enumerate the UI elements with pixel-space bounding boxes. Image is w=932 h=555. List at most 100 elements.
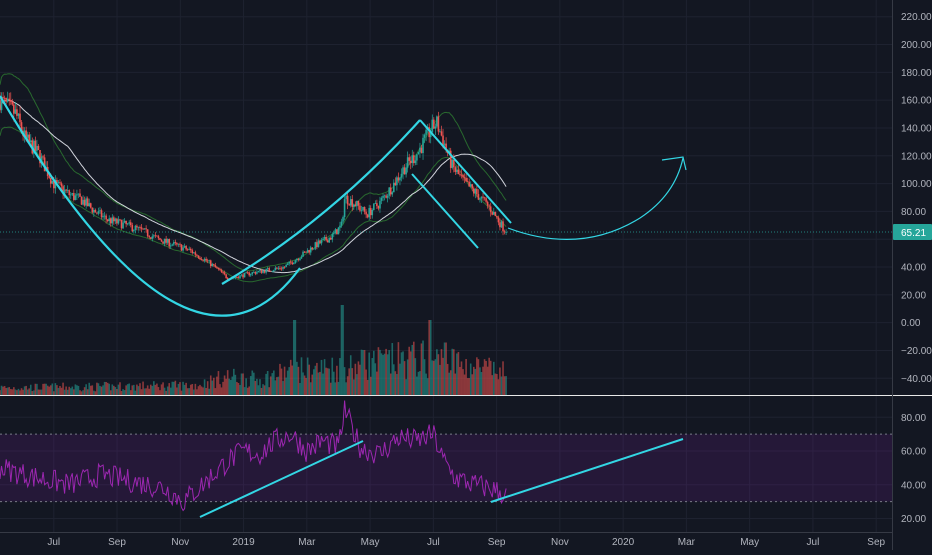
candle-body [431, 119, 434, 133]
volume-bar [143, 388, 146, 395]
candle-body [2, 96, 4, 98]
candle-body [149, 237, 152, 239]
projection-arrow-head[interactable] [661, 156, 687, 171]
volume-bar [91, 385, 94, 395]
candle-body [468, 181, 470, 187]
drawing-annotations[interactable] [0, 95, 687, 518]
volume-bar [223, 375, 226, 395]
candle-body [191, 250, 194, 254]
candles [0, 91, 507, 282]
volume-bar [103, 381, 106, 395]
volume-bar [456, 353, 458, 395]
candle-body [259, 269, 261, 271]
volume-bar [500, 376, 503, 395]
candle-body [471, 184, 474, 189]
candle-body [317, 240, 320, 248]
volume-bar [73, 389, 75, 395]
candle-body [288, 261, 290, 264]
candle-body [393, 182, 395, 193]
volume-bar [88, 382, 91, 395]
volume-bar [393, 364, 395, 395]
candle-body [377, 205, 380, 209]
volume-bar [296, 361, 298, 395]
volume-bar [460, 361, 463, 395]
cup-curve-drawing[interactable] [0, 95, 301, 317]
volume-bar [383, 353, 386, 395]
candle-body [268, 268, 271, 271]
volume-bar [106, 382, 109, 395]
volume-bar [37, 389, 40, 395]
volume-bar [16, 390, 18, 395]
flag-upper-line[interactable] [419, 119, 512, 224]
candle-body [223, 272, 226, 275]
volume-bar [257, 385, 260, 395]
candle-body [86, 198, 89, 207]
volume-bar [220, 387, 223, 395]
volume-bar [159, 390, 161, 395]
volume-bar [83, 387, 86, 395]
volume-bar [202, 387, 204, 395]
candle-body [134, 225, 137, 231]
candle-body [8, 98, 11, 101]
volume-bar [379, 349, 381, 395]
candle-body [85, 198, 87, 206]
volume-bar [380, 353, 383, 395]
volume-bar [63, 389, 66, 395]
candle-body [123, 220, 126, 223]
candle-body [116, 218, 118, 224]
volume-bar [348, 368, 350, 395]
candle-body [117, 219, 120, 224]
candle-body [199, 257, 201, 260]
candle-body [386, 195, 389, 198]
candle-body [502, 221, 504, 232]
candle-body [142, 228, 144, 230]
candle-body [248, 272, 251, 276]
cup-right-rim-drawing[interactable] [221, 119, 421, 285]
candle-body [403, 167, 406, 175]
volume-bar [431, 360, 434, 395]
candle-body [422, 137, 424, 154]
volume-bar [339, 358, 341, 395]
candle-body [397, 177, 400, 181]
candle-body [236, 277, 238, 279]
candle-body [106, 219, 109, 222]
volume-bar [283, 366, 286, 395]
candle-body [63, 189, 66, 194]
candle-body [82, 199, 84, 205]
price-axis-tick-label: 80.00 [901, 207, 926, 218]
candle-body [214, 265, 217, 268]
volume-bar [189, 384, 192, 395]
price-axis-tick-label: 140.00 [901, 123, 932, 134]
volume-bar [219, 384, 221, 395]
volume-bar [502, 361, 504, 395]
rsi-band-fill [0, 434, 892, 502]
volume-bar [426, 378, 429, 395]
price-axis-tick-label: 180.00 [901, 68, 932, 79]
candle-body [217, 267, 220, 270]
volume-bar [213, 377, 215, 395]
volume-bar [328, 368, 330, 395]
volume-bar [274, 380, 277, 395]
volume-bar [323, 359, 326, 395]
volume-bar [420, 343, 423, 395]
rsi-axis-tick-label: 80.00 [901, 413, 926, 424]
candle-body [262, 270, 264, 273]
volume-bar [17, 388, 20, 395]
time-axis-tick-label: Mar [678, 537, 696, 548]
candle-body [337, 227, 340, 235]
flag-lower-line[interactable] [411, 173, 479, 249]
volume-bar [8, 387, 11, 395]
volume-bar [234, 374, 237, 395]
projection-arrow-curve[interactable] [507, 157, 684, 240]
candle-body [189, 248, 192, 251]
volume-bar [100, 386, 103, 395]
time-axis-tick-label: Jul [807, 537, 820, 548]
volume-bar [369, 376, 372, 395]
candle-body [77, 193, 80, 195]
rsi-trendline-2[interactable] [490, 438, 684, 503]
volume-bar [260, 387, 263, 395]
time-axis-tick-label: 2019 [232, 537, 255, 548]
rsi-trendline-1[interactable] [199, 440, 364, 518]
